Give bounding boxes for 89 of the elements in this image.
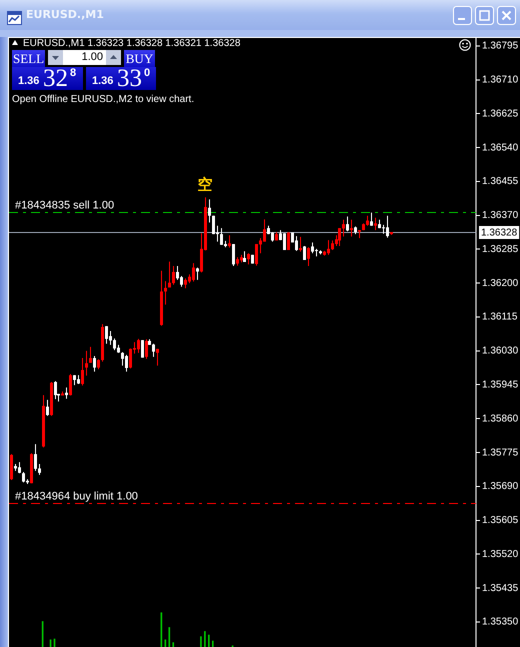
candlestick: [22, 472, 25, 483]
y-tick-label: 1.36540: [482, 142, 519, 154]
candlestick: [46, 399, 49, 416]
candlestick: [295, 236, 298, 252]
sell-button: SELL: [12, 50, 45, 67]
candlestick: [208, 198, 211, 224]
y-tick-label: 1.36200: [482, 278, 519, 289]
ref-line-label: #18434835 sell 1.00: [15, 200, 114, 212]
candlestick: [145, 338, 148, 360]
candlestick: [338, 228, 341, 247]
y-tick-label: 1.36285: [482, 244, 519, 255]
annotation: 1.36: [18, 75, 40, 87]
y-tick-label: 1.35350: [482, 616, 519, 628]
candlestick: [331, 240, 334, 251]
candlestick: [109, 330, 112, 346]
candlestick: [152, 343, 155, 358]
y-tick-label: 1.36030: [482, 346, 519, 357]
candlestick: [121, 352, 124, 366]
candlestick: [255, 244, 258, 266]
candlestick: [220, 228, 223, 246]
candlestick: [93, 356, 96, 372]
candlestick: [247, 252, 250, 265]
annotation: Open Offline EURUSD.,M2 to view chart.: [12, 94, 194, 105]
annotation: 0: [144, 67, 150, 79]
candlestick: [192, 262, 195, 282]
y-tick-label: 1.36710: [482, 74, 519, 86]
annotation: 8: [70, 67, 76, 79]
candlestick: [172, 265, 175, 286]
title-bar: EURUSD.,M1: [0, 0, 520, 30]
candlestick: [73, 374, 76, 386]
candlestick: [34, 444, 37, 472]
candlestick: [129, 348, 132, 369]
candlestick: [176, 265, 179, 280]
candlestick: [156, 348, 159, 366]
y-tick-label: 1.35775: [482, 447, 519, 458]
candlestick: [81, 358, 84, 386]
number-field: 1.00: [63, 50, 106, 65]
y-tick-label: 1.35690: [482, 481, 519, 492]
candlestick: [180, 275, 183, 288]
y-tick-label: 1.35520: [482, 548, 519, 560]
candlestick: [137, 338, 140, 354]
y-tick-label: 1.36625: [482, 108, 519, 120]
candlestick: [89, 346, 92, 364]
ref-line-label: #18434964 buy limit 1.00: [15, 490, 138, 503]
candlestick: [113, 338, 116, 351]
candlestick: [232, 244, 235, 266]
candlestick: [65, 387, 68, 400]
candlestick: [366, 215, 369, 226]
candlestick: [263, 218, 266, 242]
candlestick: [85, 350, 88, 376]
buy-button: BUY: [124, 50, 155, 67]
candlestick: [164, 280, 167, 306]
y-tick-label: 1.35435: [482, 582, 519, 594]
candlestick: [228, 234, 231, 248]
candlestick: [342, 219, 345, 237]
candlestick: [370, 212, 373, 226]
candlestick: [54, 380, 57, 400]
y-tick-label: 1.36795: [482, 40, 519, 52]
candlestick: [125, 354, 128, 372]
candlestick: [97, 358, 100, 370]
annotation: 空: [197, 175, 212, 194]
candlestick: [303, 246, 306, 260]
candlestick: [184, 278, 187, 289]
annotation: 33: [117, 65, 142, 93]
candlestick: [307, 246, 310, 266]
y-tick-label: 1.35605: [482, 515, 519, 526]
chart-subtitle: EURUSD.,M1 1.36323 1.36328 1.36321 1.36328: [23, 38, 240, 49]
y-tick-label: 1.36115: [482, 312, 518, 323]
y-tick-label: 1.36455: [482, 176, 519, 188]
candlestick: [299, 236, 302, 252]
candlestick: [271, 232, 274, 242]
chart-title: EURUSD.,M1: [26, 8, 104, 21]
candlestick: [386, 215, 389, 238]
candlestick: [350, 219, 353, 237]
candlestick: [168, 261, 171, 288]
ref-line-label: 1.36328: [481, 227, 518, 238]
y-tick-label: 1.36370: [482, 210, 519, 222]
candlestick: [105, 326, 108, 344]
annotation: 1.36: [92, 75, 114, 87]
candlestick: [243, 250, 246, 262]
candlestick: [346, 216, 349, 232]
y-tick-label: 1.35945: [482, 379, 519, 390]
candlestick: [287, 232, 290, 251]
candlestick: [327, 240, 330, 256]
candlestick: [69, 373, 72, 396]
candlestick: [196, 267, 199, 280]
annotation: 32: [43, 65, 68, 93]
candlestick: [311, 242, 314, 254]
y-tick-label: 1.35860: [482, 413, 519, 424]
